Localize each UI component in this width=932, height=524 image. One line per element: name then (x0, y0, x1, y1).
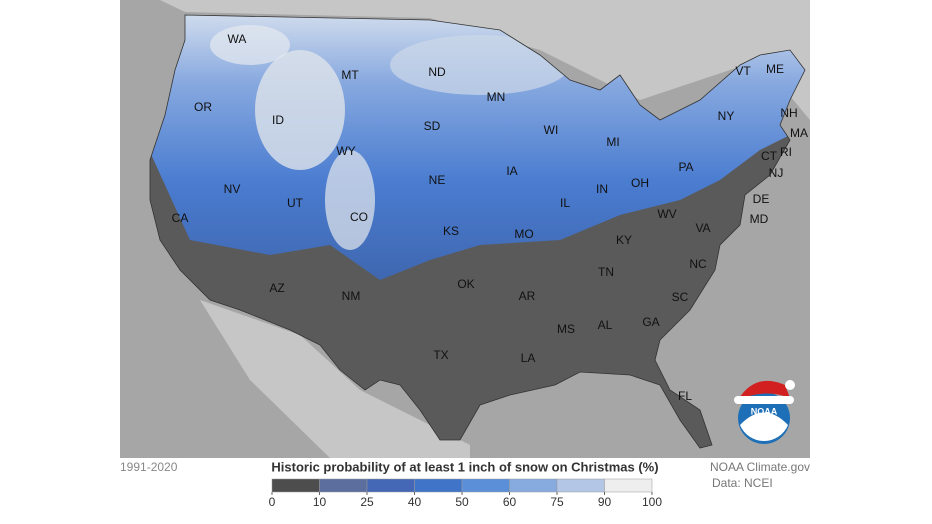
tick-label: 10 (313, 495, 327, 509)
state-label: LA (521, 351, 536, 365)
state-label: IL (560, 196, 570, 210)
tick-label: 60 (503, 495, 517, 509)
logo-text: NOAA (751, 406, 778, 416)
state-label: WA (228, 32, 247, 46)
state-label: NJ (769, 166, 784, 180)
state-label: MT (341, 68, 359, 82)
state-label: WY (336, 144, 355, 158)
state-label: MS (557, 322, 575, 336)
state-label: CT (761, 149, 778, 163)
state-label: UT (287, 196, 304, 210)
state-label: MD (750, 212, 769, 226)
logo-hat (738, 380, 790, 400)
credit: Data: NCEI (712, 476, 773, 490)
tick-label: 40 (408, 495, 422, 509)
state-label: SC (672, 290, 689, 304)
state-label: TN (598, 265, 614, 279)
colorbar: 0 10 25 40 50 60 75 90 100 (269, 478, 662, 509)
state-label: OK (457, 277, 474, 291)
state-label: TX (433, 348, 448, 362)
state-label: DE (753, 192, 770, 206)
state-label: WI (544, 123, 559, 137)
state-label: NY (718, 109, 735, 123)
state-label: AL (598, 318, 613, 332)
state-label: NV (224, 182, 241, 196)
legend-title: Historic probability of at least 1 inch … (271, 459, 658, 474)
canada (160, 0, 810, 120)
snow-high (390, 35, 570, 95)
snow-high (255, 50, 345, 170)
state-label: MO (514, 227, 533, 241)
state-label: MI (606, 135, 619, 149)
period: 1991-2020 (120, 460, 178, 474)
tick-label: 25 (360, 495, 374, 509)
state-label: PA (678, 160, 693, 174)
state-label: FL (678, 389, 692, 403)
state-label: NE (429, 173, 446, 187)
state-label: NH (780, 106, 797, 120)
colorbar-segment (271, 478, 320, 493)
state-label: ND (428, 65, 446, 79)
state-label: AR (519, 289, 536, 303)
colorbar-segment (509, 478, 558, 493)
noaa-logo: NOAA (734, 380, 795, 444)
colorbar-segment (366, 478, 415, 493)
state-label: GA (642, 315, 659, 329)
state-label: IA (506, 164, 517, 178)
state-label: SD (424, 119, 441, 133)
state-label: AZ (269, 281, 284, 295)
state-label: NC (689, 257, 707, 271)
tick-label: 100 (642, 495, 662, 509)
state-label: RI (780, 145, 792, 159)
colorbar-segment (604, 478, 653, 493)
tick-label: 75 (550, 495, 564, 509)
credit: NOAA Climate.gov (710, 460, 810, 474)
state-label: OR (194, 100, 212, 114)
state-label: MA (790, 126, 808, 140)
colorbar-segment (319, 478, 368, 493)
state-labels: WA MT ND OR ID MN SD WI MI WY NE IA NV UT CO IL IN OH PA NY… (172, 32, 808, 403)
logo-wave (740, 412, 788, 442)
state-label: KY (616, 233, 632, 247)
state-label: WV (657, 207, 676, 221)
snow-high (325, 150, 375, 250)
state-label: CO (350, 210, 368, 224)
state-label: VT (735, 64, 751, 78)
hat-trim (734, 396, 794, 404)
tick-label: 0 (269, 495, 276, 509)
snow-high (210, 25, 290, 65)
colorbar-segment (414, 478, 463, 493)
state-label: VA (695, 221, 710, 235)
tick-label: 90 (598, 495, 612, 509)
mexico (200, 300, 470, 458)
colorbar-segment (461, 478, 510, 493)
state-label: CA (172, 211, 189, 225)
tick-label: 50 (455, 495, 469, 509)
state-label: ID (272, 113, 284, 127)
state-label: KS (443, 224, 459, 238)
state-label: IN (596, 182, 608, 196)
state-label: OH (631, 176, 649, 190)
hat-pompom (785, 380, 795, 390)
state-label: ME (766, 62, 784, 76)
state-label: MN (487, 90, 506, 104)
state-label: NM (342, 289, 361, 303)
colorbar-segment (556, 478, 605, 493)
